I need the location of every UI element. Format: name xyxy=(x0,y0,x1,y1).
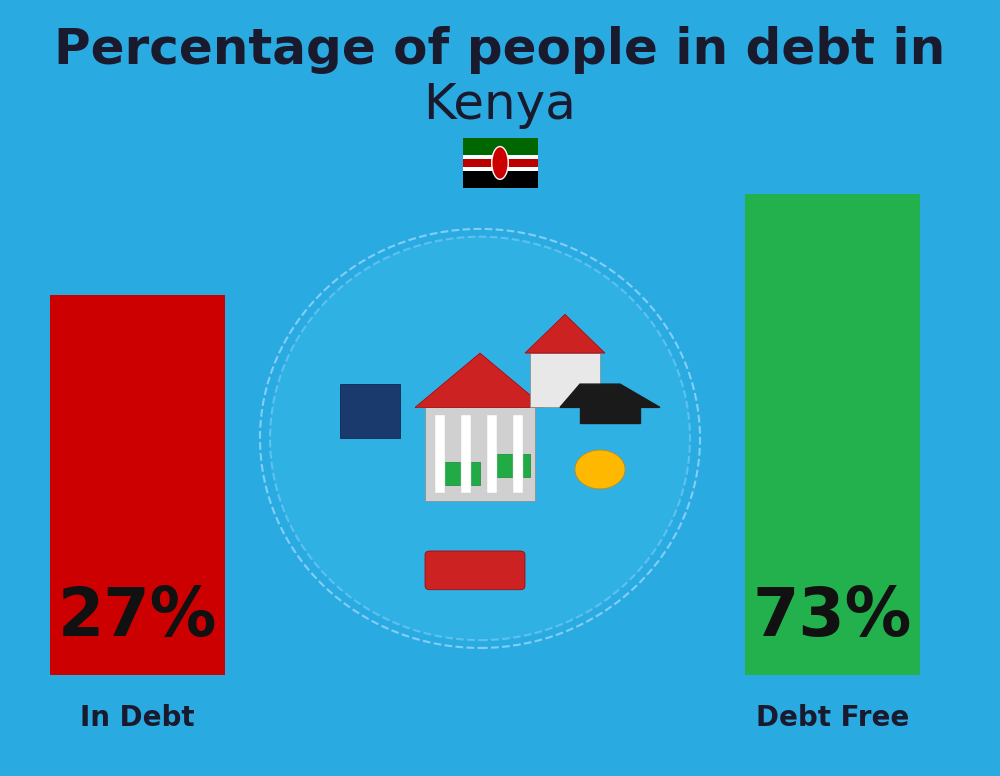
FancyBboxPatch shape xyxy=(490,454,530,477)
FancyBboxPatch shape xyxy=(425,407,535,501)
FancyBboxPatch shape xyxy=(462,171,538,188)
Polygon shape xyxy=(525,314,605,353)
FancyBboxPatch shape xyxy=(462,159,538,167)
Polygon shape xyxy=(415,353,545,407)
FancyBboxPatch shape xyxy=(340,384,400,438)
FancyBboxPatch shape xyxy=(425,551,525,590)
Text: In Debt: In Debt xyxy=(80,704,195,732)
FancyBboxPatch shape xyxy=(462,167,538,171)
FancyBboxPatch shape xyxy=(440,462,480,485)
FancyBboxPatch shape xyxy=(462,138,538,154)
FancyBboxPatch shape xyxy=(487,415,497,493)
FancyBboxPatch shape xyxy=(513,415,523,493)
Text: Kenya: Kenya xyxy=(424,81,576,129)
Text: 73%: 73% xyxy=(753,584,912,650)
FancyBboxPatch shape xyxy=(435,415,445,493)
Polygon shape xyxy=(580,407,640,423)
FancyBboxPatch shape xyxy=(461,415,471,493)
Text: Debt Free: Debt Free xyxy=(756,704,909,732)
Circle shape xyxy=(575,450,625,489)
FancyBboxPatch shape xyxy=(745,194,920,675)
FancyBboxPatch shape xyxy=(530,353,600,407)
Ellipse shape xyxy=(270,237,690,640)
Text: Percentage of people in debt in: Percentage of people in debt in xyxy=(54,26,946,74)
Polygon shape xyxy=(560,384,660,407)
Ellipse shape xyxy=(492,147,508,179)
FancyBboxPatch shape xyxy=(462,154,538,159)
FancyBboxPatch shape xyxy=(50,295,225,675)
Text: 27%: 27% xyxy=(58,584,217,650)
